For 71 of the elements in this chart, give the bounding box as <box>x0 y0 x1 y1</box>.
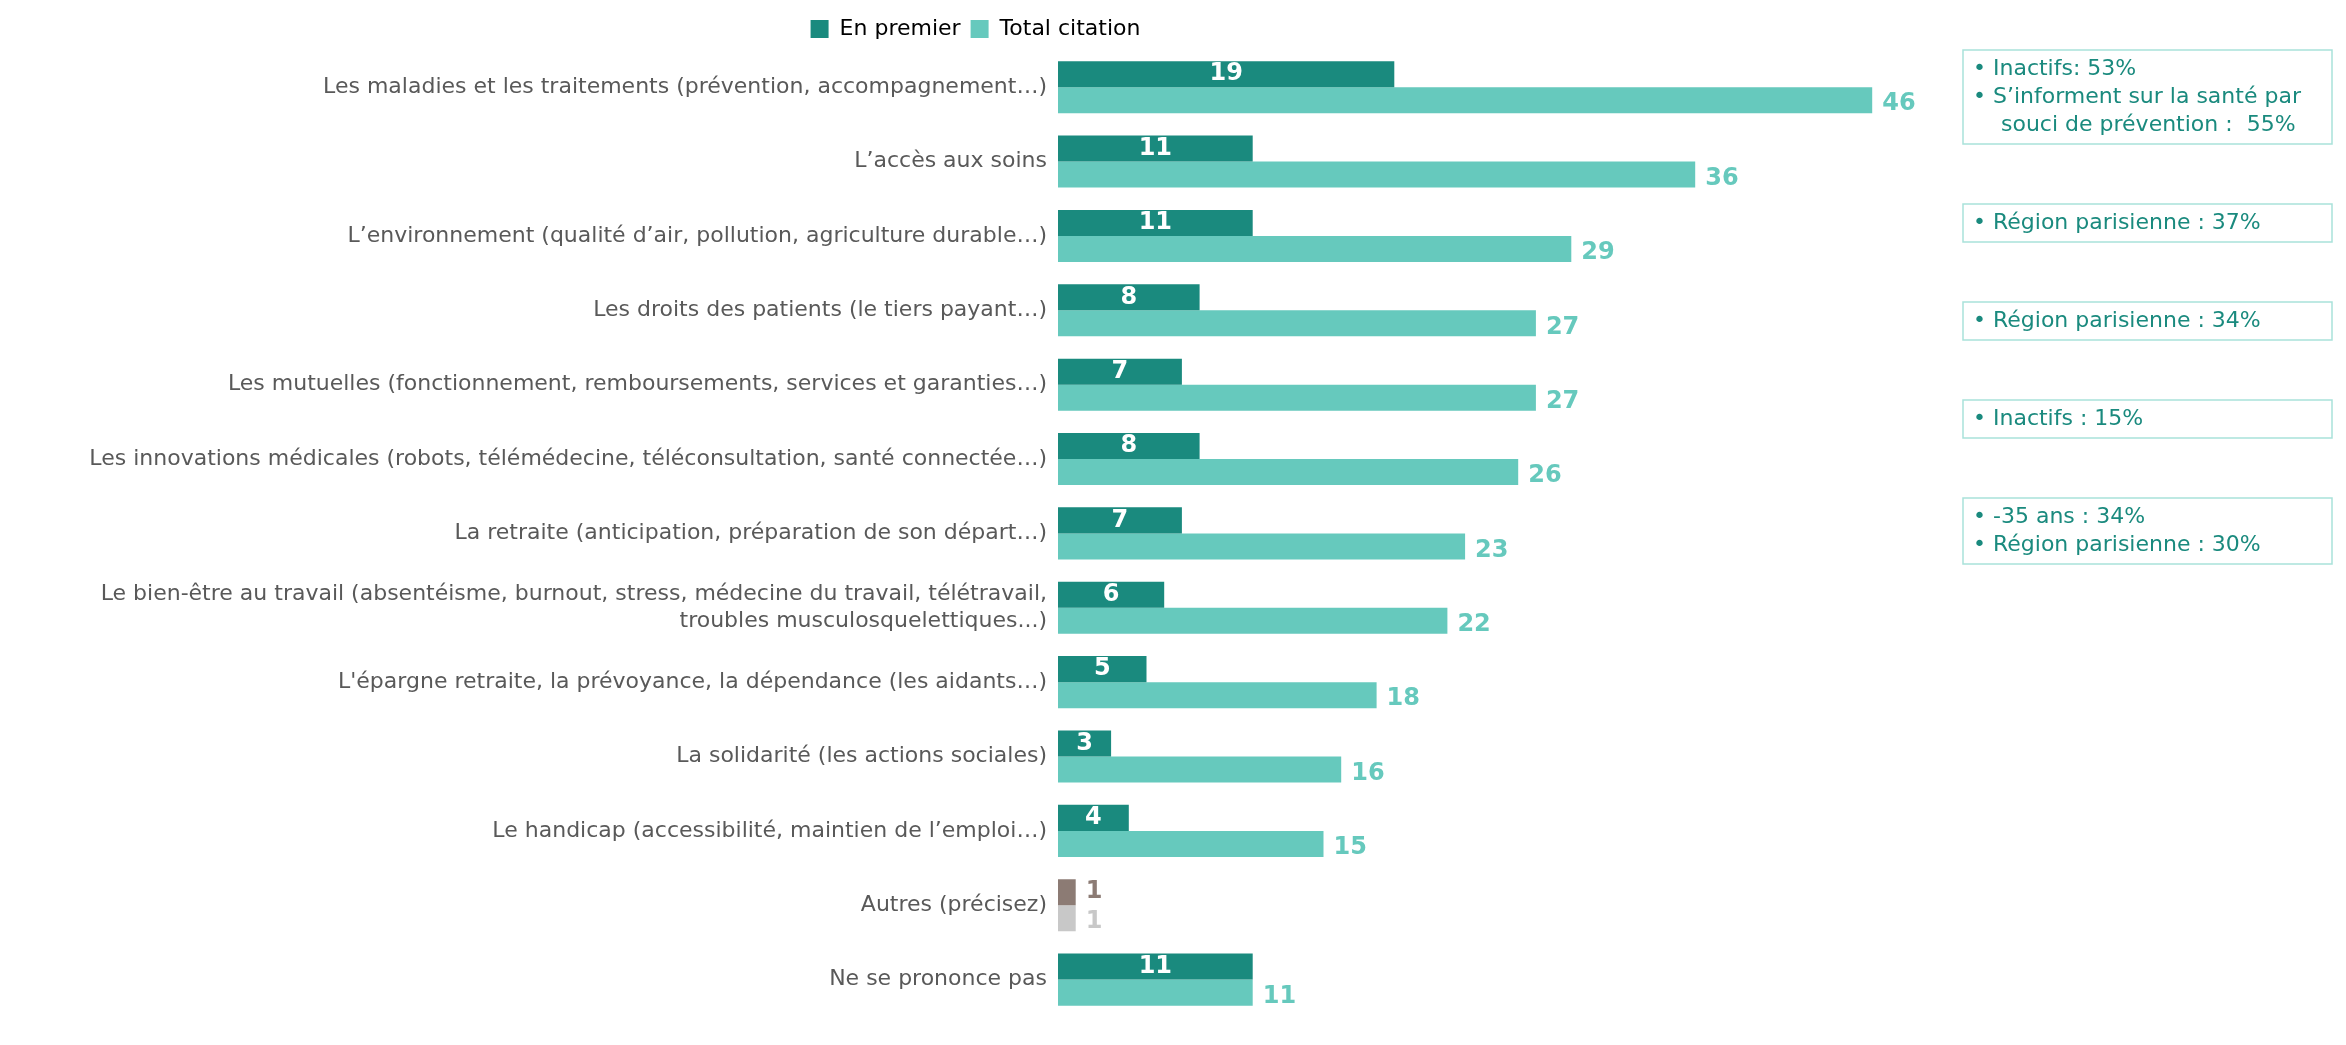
bar <box>1058 135 1253 162</box>
data-label: 11 <box>1138 207 1173 236</box>
data-label: 29 <box>1581 237 1615 266</box>
bar <box>1058 804 1129 831</box>
y-tick-label: Les maladies et les traitements (prévention, accompagnement…) <box>323 72 1047 98</box>
bar <box>1058 830 1324 857</box>
y-tick-label: Les droits des patients (le tiers payant…) <box>593 296 1047 322</box>
bar <box>1058 979 1253 1006</box>
bar <box>1058 87 1873 114</box>
data-label: 11 <box>1262 980 1297 1009</box>
bar <box>1058 581 1165 608</box>
data-label: 8 <box>1120 430 1138 459</box>
y-tick-label: Ne se prononce pas <box>829 965 1047 991</box>
data-label: 7 <box>1111 504 1129 533</box>
y-tick-label: Le bien-être au travail (absentéisme, burnout, stress, médecine du travail, télétravail, troubles musculosquelettiques...) <box>100 580 1047 632</box>
data-label: 36 <box>1705 162 1739 191</box>
bar <box>1058 656 1147 683</box>
legend-label: Total citation <box>998 14 1141 40</box>
y-tick-label: La solidarité (les actions sociales) <box>676 742 1047 768</box>
data-label: 15 <box>1333 832 1367 861</box>
y-tick-label: Autres (précisez) <box>860 890 1047 916</box>
bar <box>1058 879 1076 906</box>
text: • -35 ans : 34% • Région parisienne : 30% <box>1973 502 2261 556</box>
data-label: 16 <box>1351 757 1385 786</box>
legend-label: En premier <box>839 14 962 40</box>
text: • Région parisienne : 37% <box>1973 208 2261 234</box>
bar <box>1058 756 1342 783</box>
bar <box>1058 607 1448 634</box>
text: • Inactifs : 15% <box>1973 404 2144 430</box>
data-label: 19 <box>1209 58 1243 87</box>
bar <box>1058 533 1466 560</box>
data-label: 26 <box>1528 460 1562 489</box>
data-label: 11 <box>1138 950 1173 979</box>
text: • Région parisienne : 34% <box>1973 306 2261 332</box>
y-tick-label: La retraite (anticipation, préparation de son départ…) <box>454 519 1047 545</box>
bar <box>1058 682 1377 709</box>
bar <box>1058 209 1253 236</box>
data-label: 4 <box>1085 802 1102 831</box>
bar <box>1058 235 1572 262</box>
text: • Inactifs: 53% • S’informent sur la santé par souci de prévention : 55% <box>1973 54 2302 136</box>
y-tick-label: L'épargne retraite, la prévoyance, la dépendance (les aidants…) <box>338 667 1047 693</box>
bar <box>1058 284 1200 311</box>
y-tick-label: L’environnement (qualité d’air, pollution, agriculture durable…) <box>347 221 1047 247</box>
bar <box>1058 459 1519 486</box>
bar <box>1058 730 1112 757</box>
data-label: 46 <box>1882 88 1916 117</box>
data-label: 27 <box>1545 311 1580 340</box>
bar <box>1058 61 1395 88</box>
data-label: 8 <box>1120 281 1138 310</box>
bar <box>1058 905 1076 932</box>
bar <box>1058 358 1182 385</box>
bar <box>1058 384 1536 411</box>
data-label: 3 <box>1076 727 1093 756</box>
data-label: 18 <box>1386 683 1421 712</box>
data-label: 27 <box>1545 385 1580 414</box>
data-label: 5 <box>1093 653 1111 682</box>
y-tick-label: Les innovations médicales (robots, télémédecine, téléconsultation, santé connectée…) <box>89 444 1047 470</box>
bar <box>1058 161 1696 188</box>
y-tick-label: L’accès aux soins <box>854 147 1047 173</box>
bar <box>1058 433 1200 460</box>
data-label: 7 <box>1111 355 1129 384</box>
data-label: 22 <box>1457 609 1491 638</box>
bar <box>1058 507 1182 534</box>
bar <box>1058 310 1536 337</box>
data-label: 6 <box>1102 578 1120 607</box>
y-tick-label: Le handicap (accessibilité, maintien de l’emploi…) <box>492 816 1047 842</box>
data-label: 23 <box>1475 534 1509 563</box>
bar <box>1058 953 1253 980</box>
y-tick-label: Les mutuelles (fonctionnement, remboursements, services et garanties…) <box>227 370 1047 396</box>
data-label: 11 <box>1138 132 1173 161</box>
data-label: 1 <box>1085 876 1103 905</box>
